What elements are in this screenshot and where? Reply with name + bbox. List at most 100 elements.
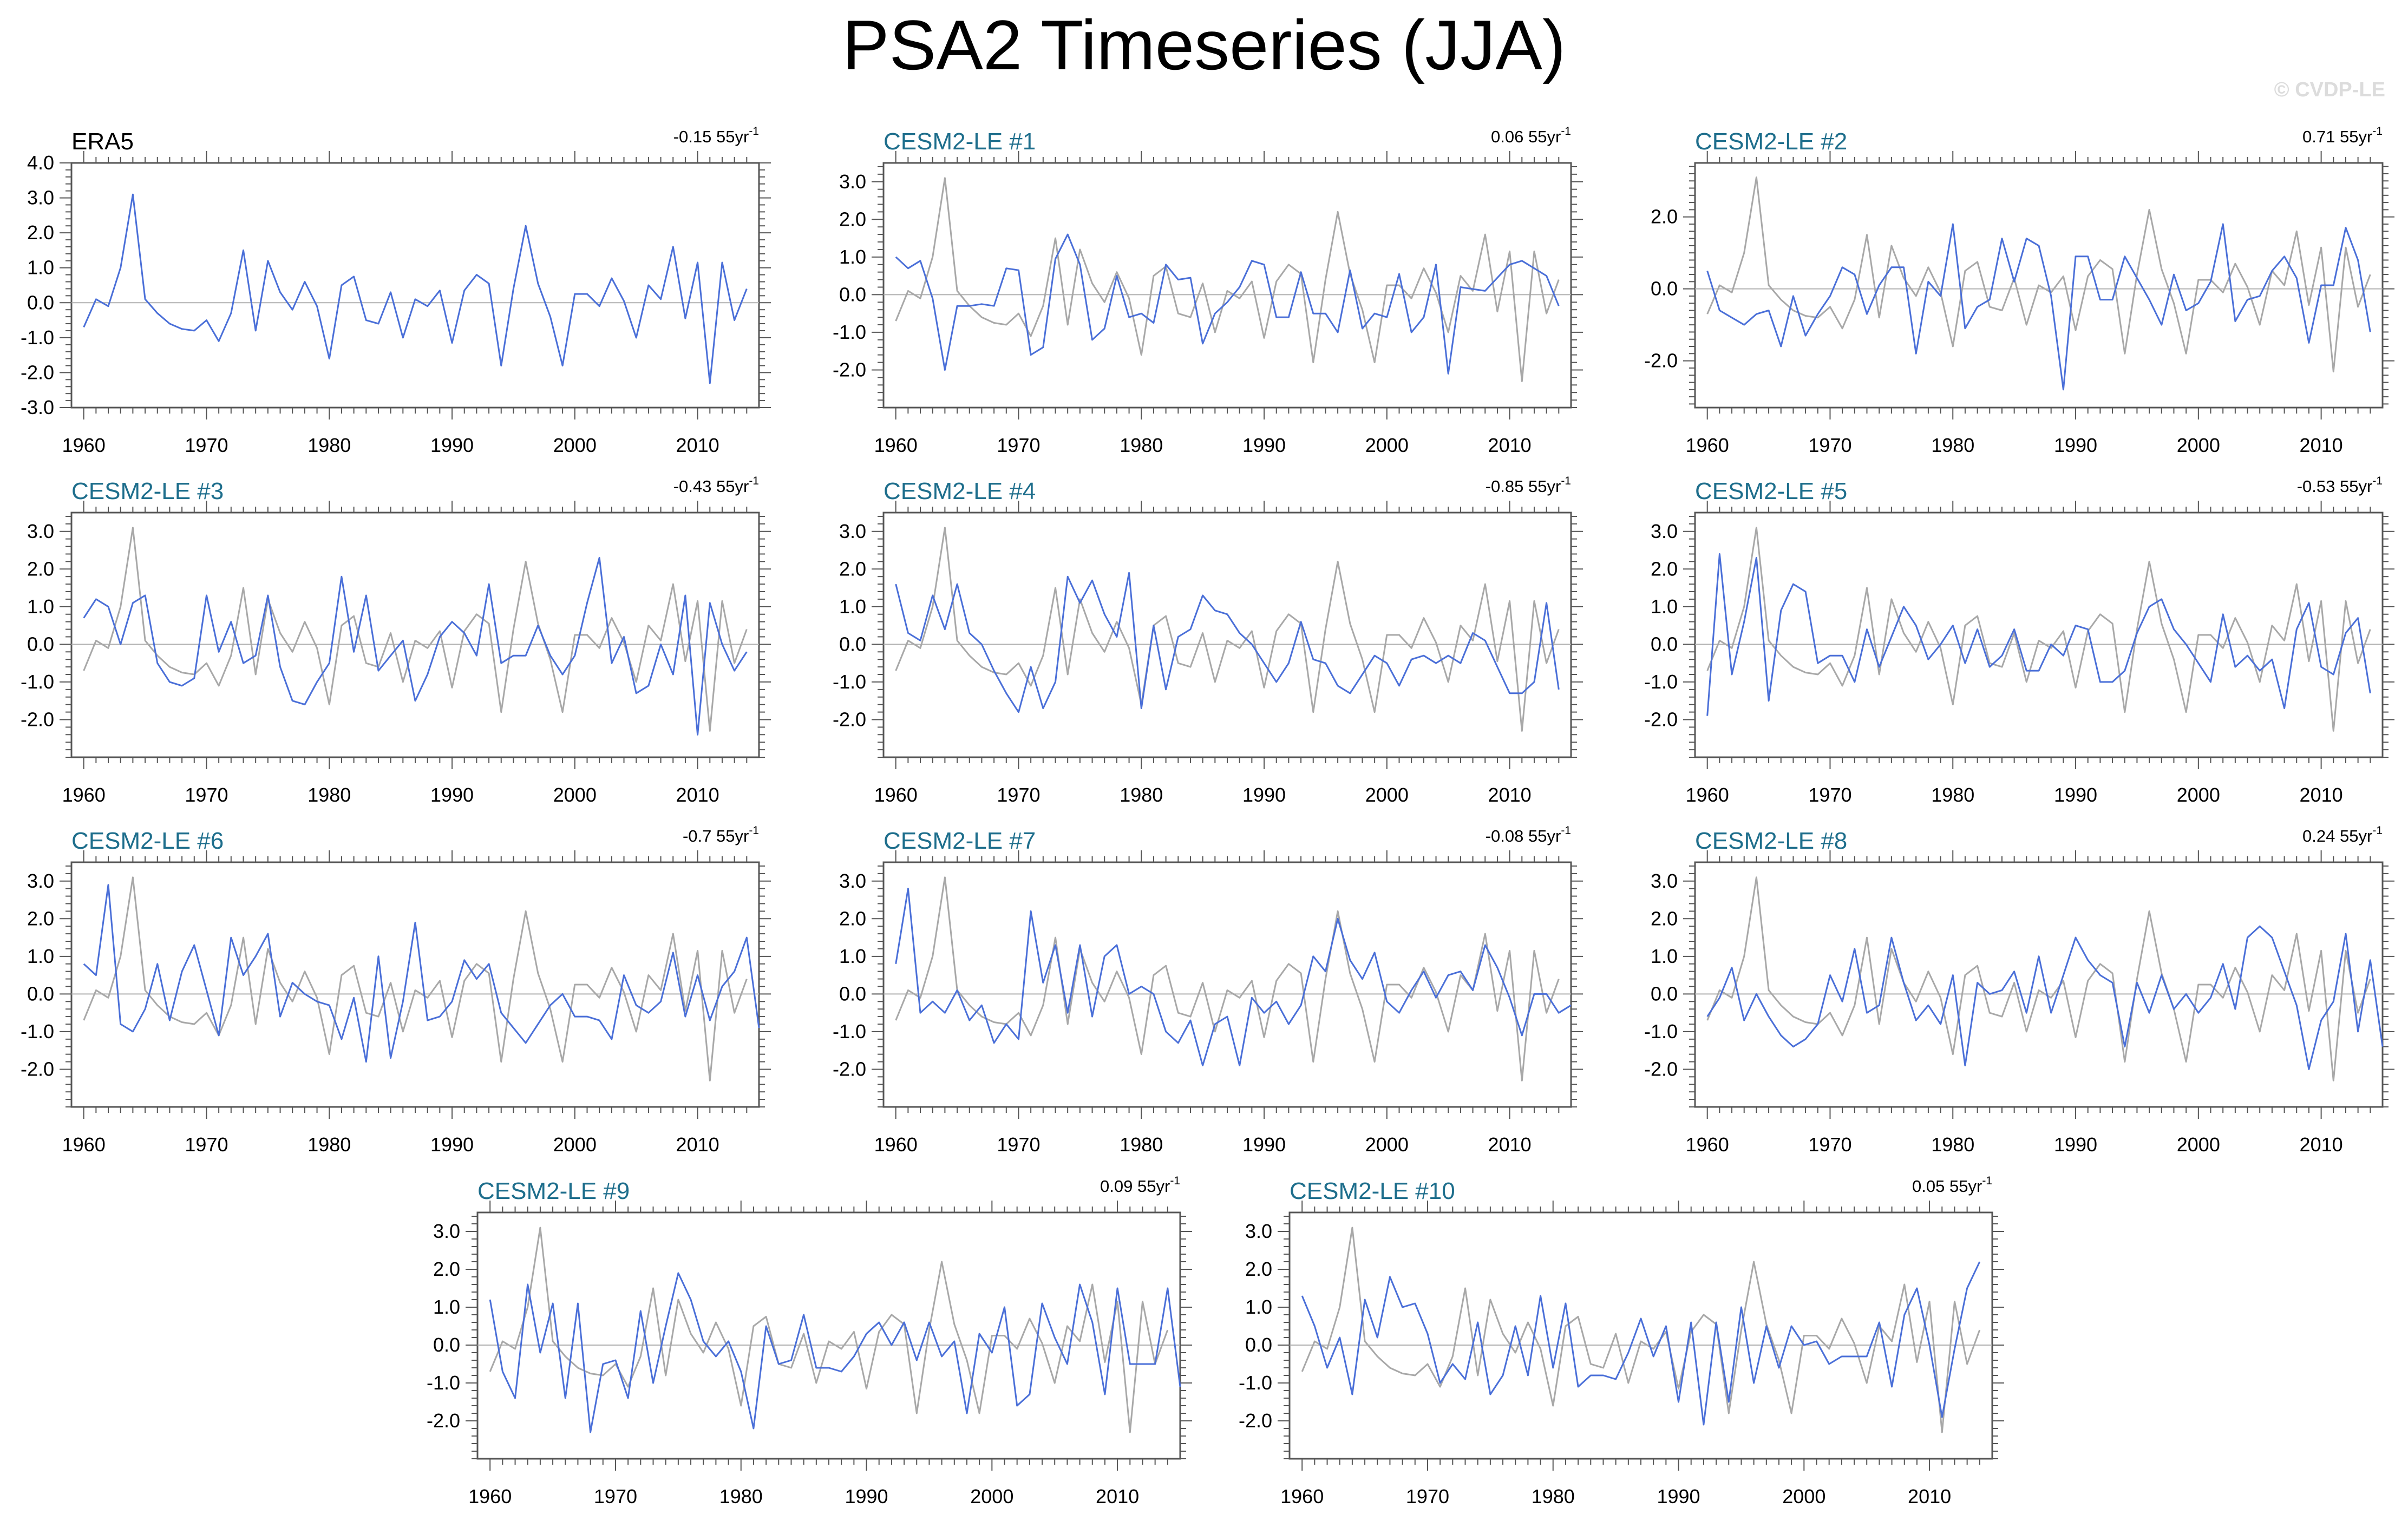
y-tick-label: -2.0 bbox=[1644, 1058, 1678, 1080]
trend-label: -0.08 55yr-1 bbox=[1486, 824, 1571, 845]
trend-label: -0.15 55yr-1 bbox=[673, 125, 759, 146]
panel-title: CESM2-LE #5 bbox=[1695, 478, 1847, 504]
x-tick-label: 1980 bbox=[1120, 1133, 1163, 1156]
panel-title: CESM2-LE #6 bbox=[71, 828, 224, 854]
y-tick-label: -2.0 bbox=[1239, 1409, 1272, 1432]
y-tick-label: -2.0 bbox=[1644, 708, 1678, 730]
y-tick-label: 2.0 bbox=[27, 221, 54, 244]
y-tick-label: 3.0 bbox=[1651, 520, 1678, 542]
series-line-cesm2-le-2 bbox=[1706, 223, 2371, 391]
y-tick-label: 0.0 bbox=[1245, 1334, 1272, 1356]
x-tick-label: 2010 bbox=[2300, 434, 2343, 456]
x-tick-label: 2000 bbox=[553, 434, 597, 456]
x-tick-label: 1980 bbox=[1931, 1133, 1974, 1156]
panel-11: -2.0 -1.0 0.0 1.0 2.0 3.0 1960 1970 1980 1990 2000… bbox=[1239, 1175, 2004, 1507]
series-line-cesm2-le-1 bbox=[895, 233, 1560, 375]
series-line-era5 bbox=[895, 876, 1560, 1081]
y-tick-label: 2.0 bbox=[839, 907, 866, 929]
y-tick-label: 3.0 bbox=[1245, 1220, 1272, 1242]
series-line-cesm2-le-4 bbox=[895, 572, 1560, 713]
panel-title: ERA5 bbox=[71, 128, 134, 155]
x-tick-label: 2000 bbox=[1365, 784, 1409, 806]
x-tick-label: 1990 bbox=[2054, 784, 2097, 806]
x-tick-label: 1970 bbox=[997, 784, 1040, 806]
y-tick-label: 2.0 bbox=[433, 1258, 460, 1280]
x-tick-label: 1990 bbox=[1242, 434, 1286, 456]
x-tick-label: 1960 bbox=[1280, 1485, 1324, 1507]
y-tick-label: 1.0 bbox=[27, 595, 54, 618]
x-tick-label: 1960 bbox=[874, 1133, 918, 1156]
x-tick-label: 2000 bbox=[1365, 434, 1409, 456]
y-tick-label: 0.0 bbox=[433, 1334, 460, 1356]
x-tick-label: 2010 bbox=[1488, 434, 1532, 456]
plot-frame bbox=[70, 162, 760, 409]
y-tick-label: -2.0 bbox=[21, 708, 54, 730]
x-tick-label: 2010 bbox=[1488, 784, 1532, 806]
trend-label: -0.85 55yr-1 bbox=[1486, 475, 1571, 496]
x-tick-label: 1960 bbox=[1686, 784, 1729, 806]
series-line-cesm2-le-5 bbox=[1706, 553, 2371, 716]
y-tick-label: 0.0 bbox=[1651, 633, 1678, 655]
panel-10: -2.0 -1.0 0.0 1.0 2.0 3.0 1960 1970 1980 1990 2000… bbox=[427, 1175, 1192, 1507]
x-tick-label: 1970 bbox=[1808, 784, 1851, 806]
trend-label: 0.09 55yr-1 bbox=[1100, 1175, 1180, 1196]
x-tick-label: 1960 bbox=[874, 784, 918, 806]
y-tick-label: -2.0 bbox=[833, 708, 866, 730]
panel-2: -2.0 -1.0 0.0 1.0 2.0 3.0 1960 1970 1980 1990 2000… bbox=[833, 125, 1583, 456]
x-tick-label: 1990 bbox=[430, 1133, 474, 1156]
series-line-era5 bbox=[83, 193, 748, 384]
y-tick-label: 0.0 bbox=[839, 633, 866, 655]
y-tick-label: -1.0 bbox=[833, 1020, 866, 1043]
y-tick-label: -1.0 bbox=[1644, 671, 1678, 693]
x-tick-label: 2000 bbox=[1365, 1133, 1409, 1156]
y-tick-label: 1.0 bbox=[839, 246, 866, 268]
y-tick-label: 2.0 bbox=[1245, 1258, 1272, 1280]
y-tick-label: 0.0 bbox=[1651, 278, 1678, 300]
series-line-cesm2-le-7 bbox=[895, 888, 1572, 1066]
x-tick-label: 1990 bbox=[430, 784, 474, 806]
y-tick-label: -1.0 bbox=[833, 321, 866, 343]
panel-4: -2.0 -1.0 0.0 1.0 2.0 3.0 1960 1970 1980 1990 2000… bbox=[21, 475, 771, 806]
panel-title: CESM2-LE #4 bbox=[884, 478, 1036, 504]
y-tick-label: -2.0 bbox=[1644, 350, 1678, 372]
y-tick-label: 2.0 bbox=[839, 558, 866, 580]
series-line-era5 bbox=[1706, 527, 2371, 732]
y-tick-label: 1.0 bbox=[1651, 595, 1678, 618]
series-line-era5 bbox=[895, 527, 1560, 732]
x-tick-label: 1970 bbox=[185, 784, 228, 806]
x-tick-label: 2000 bbox=[553, 1133, 597, 1156]
x-tick-label: 1980 bbox=[307, 434, 351, 456]
x-tick-label: 2010 bbox=[676, 1133, 719, 1156]
x-tick-label: 1990 bbox=[430, 434, 474, 456]
panel-1: -3.0 -2.0 -1.0 0.0 1.0 2.0 3.0 4.0 1960 1970 1980 1… bbox=[21, 125, 771, 456]
y-tick-label: 2.0 bbox=[1651, 206, 1678, 228]
y-tick-label: 3.0 bbox=[433, 1220, 460, 1242]
x-tick-label: 1980 bbox=[307, 1133, 351, 1156]
series-line-era5 bbox=[83, 876, 748, 1081]
x-tick-label: 2010 bbox=[2300, 784, 2343, 806]
trend-label: 0.06 55yr-1 bbox=[1491, 125, 1571, 146]
y-tick-label: 2.0 bbox=[1651, 907, 1678, 929]
y-tick-label: 3.0 bbox=[839, 171, 866, 193]
watermark: © CVDP-LE bbox=[2274, 78, 2385, 101]
x-tick-label: 2000 bbox=[2177, 784, 2220, 806]
y-tick-label: -1.0 bbox=[21, 671, 54, 693]
x-tick-label: 1980 bbox=[307, 784, 351, 806]
y-tick-label: -1.0 bbox=[1239, 1372, 1272, 1394]
y-tick-label: 2.0 bbox=[1651, 558, 1678, 580]
figure-title: PSA2 Timeseries (JJA) bbox=[842, 5, 1566, 84]
y-tick-label: 2.0 bbox=[27, 907, 54, 929]
x-tick-label: 1970 bbox=[997, 434, 1040, 456]
series-line-era5 bbox=[1706, 176, 2371, 372]
x-tick-label: 1990 bbox=[1242, 784, 1286, 806]
x-tick-label: 1960 bbox=[1686, 1133, 1729, 1156]
trend-label: -0.53 55yr-1 bbox=[2297, 475, 2383, 496]
y-tick-label: 2.0 bbox=[839, 208, 866, 230]
x-tick-label: 1960 bbox=[874, 434, 918, 456]
trend-label: -0.7 55yr-1 bbox=[683, 824, 759, 845]
y-tick-label: -1.0 bbox=[21, 1020, 54, 1043]
y-tick-label: 4.0 bbox=[27, 152, 54, 174]
y-tick-label: -2.0 bbox=[427, 1409, 460, 1432]
series-line-cesm2-le-3 bbox=[83, 556, 748, 736]
